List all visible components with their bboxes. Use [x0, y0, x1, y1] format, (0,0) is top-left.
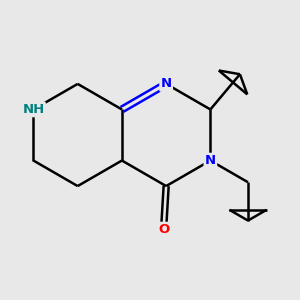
- Text: N: N: [160, 77, 172, 90]
- Text: N: N: [205, 154, 216, 167]
- Text: O: O: [158, 223, 169, 236]
- Text: NH: NH: [22, 103, 45, 116]
